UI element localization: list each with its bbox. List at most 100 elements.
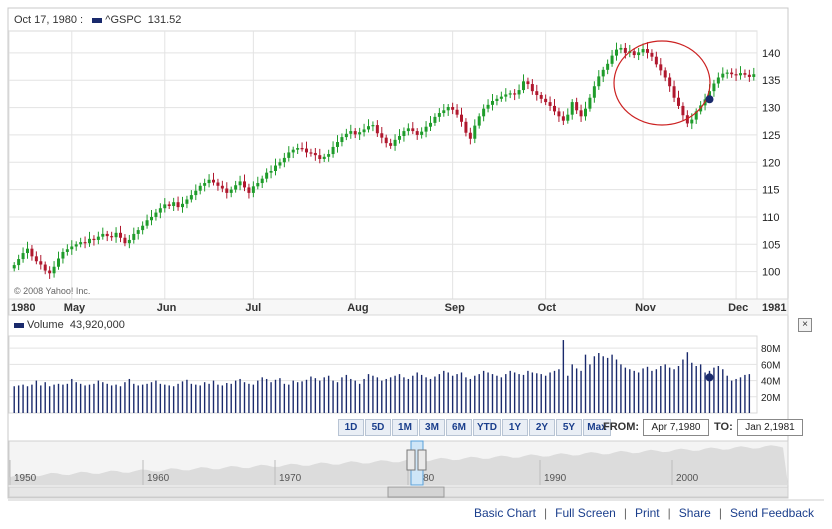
candle-body — [243, 181, 246, 188]
range-button-5d[interactable]: 5D — [365, 419, 391, 436]
candlestick — [114, 227, 118, 243]
candle-body — [637, 52, 641, 56]
candlestick — [136, 227, 140, 240]
x-tick-label: Nov — [635, 302, 657, 314]
candlestick — [269, 165, 273, 179]
candle-body — [322, 156, 326, 159]
candlestick — [677, 90, 680, 109]
candle-body — [446, 107, 450, 111]
candle-body — [464, 121, 468, 133]
candlestick — [579, 104, 583, 122]
candle-body — [411, 128, 415, 132]
candle-body — [437, 113, 441, 117]
to-date-input[interactable]: Jan 2,1981 — [737, 419, 803, 436]
candle-body — [615, 49, 618, 56]
candle-body — [353, 131, 357, 135]
candlestick — [119, 225, 122, 243]
candle-body — [12, 265, 16, 269]
close-volume-button[interactable]: × — [798, 318, 812, 332]
candlestick — [163, 198, 167, 213]
candlestick — [402, 127, 406, 142]
candle-body — [74, 244, 78, 247]
candle-body — [282, 157, 286, 163]
legend-swatch — [92, 17, 103, 23]
send-feedback-link[interactable]: Send Feedback — [729, 506, 814, 520]
candle-body — [380, 133, 384, 138]
candle-body — [163, 204, 167, 209]
share-link[interactable]: Share — [678, 506, 711, 520]
candlestick — [752, 67, 756, 81]
range-button-max[interactable]: Max — [583, 419, 611, 436]
candle-body — [340, 137, 344, 143]
candle-body — [694, 111, 698, 120]
range-button-1y[interactable]: 1Y — [502, 419, 528, 436]
candle-body — [588, 97, 592, 109]
candlestick — [274, 158, 277, 176]
candlestick — [309, 148, 313, 157]
candle-body — [734, 74, 738, 76]
candlestick — [207, 174, 211, 188]
highlight-circle — [613, 40, 711, 126]
candle-body — [43, 264, 47, 271]
candle-body — [331, 146, 335, 155]
candle-body — [553, 105, 556, 112]
volume-legend-swatch — [14, 322, 24, 328]
range-button-1d[interactable]: 1D — [338, 419, 364, 436]
candlestick — [110, 231, 114, 241]
candlestick — [105, 230, 109, 242]
candlestick — [468, 127, 472, 145]
candle-body — [677, 97, 680, 106]
print-link[interactable]: Print — [634, 506, 660, 520]
volume-value: 43,920,000 — [69, 319, 125, 331]
candlestick — [517, 84, 521, 99]
candle-body — [468, 132, 472, 139]
range-button-5y[interactable]: 5Y — [556, 419, 582, 436]
range-button-2y[interactable]: 2Y — [529, 419, 555, 436]
basic-chart-link[interactable]: Basic Chart — [473, 506, 537, 520]
candle-body — [70, 246, 74, 250]
candlestick — [220, 180, 224, 193]
candlestick — [238, 175, 242, 191]
candle-body — [371, 125, 375, 127]
range-button-6m[interactable]: 6M — [446, 419, 472, 436]
candle-body — [141, 225, 145, 231]
price-plot-area — [8, 30, 758, 300]
candle-body — [52, 266, 56, 274]
candle-body — [535, 91, 539, 95]
x-tick-label: Oct — [538, 302, 557, 314]
candlestick — [637, 48, 641, 61]
volume-y-axis: 20M 40M 60M 80M — [761, 344, 780, 404]
candlestick — [508, 90, 512, 99]
candle-body — [406, 128, 410, 132]
candlestick — [34, 251, 38, 265]
candlestick — [287, 146, 291, 162]
navigator-year-label: 2000 — [676, 473, 699, 484]
candlestick — [712, 79, 716, 97]
candle-body — [278, 162, 282, 166]
header-value: 131.52 — [147, 14, 182, 26]
link-separator: | — [623, 506, 627, 520]
full-screen-link[interactable]: Full Screen — [555, 506, 616, 520]
candle-body — [526, 81, 530, 85]
candlestick — [70, 240, 74, 255]
navigator-scrollbar-thumb[interactable] — [387, 486, 445, 498]
candle-body — [101, 233, 105, 237]
candlestick — [189, 190, 193, 203]
candlestick — [52, 261, 56, 278]
range-button-1m[interactable]: 1M — [392, 419, 418, 436]
candlestick — [96, 231, 100, 245]
candle-body — [65, 249, 69, 252]
candlestick — [234, 180, 238, 193]
navigator-left-handle[interactable] — [406, 449, 416, 471]
range-button-ytd[interactable]: YTD — [473, 419, 501, 436]
candle-body — [114, 232, 118, 238]
navigator-right-handle[interactable] — [417, 449, 427, 471]
candlestick — [730, 68, 734, 78]
candle-body — [398, 136, 401, 140]
candle-body — [712, 83, 716, 92]
volume-header: Volume 43,920,000 — [14, 319, 125, 331]
candlestick — [415, 128, 419, 140]
from-date-input[interactable]: Apr 7,1980 — [643, 419, 709, 436]
range-button-3m[interactable]: 3M — [419, 419, 445, 436]
candle-body — [17, 259, 21, 266]
